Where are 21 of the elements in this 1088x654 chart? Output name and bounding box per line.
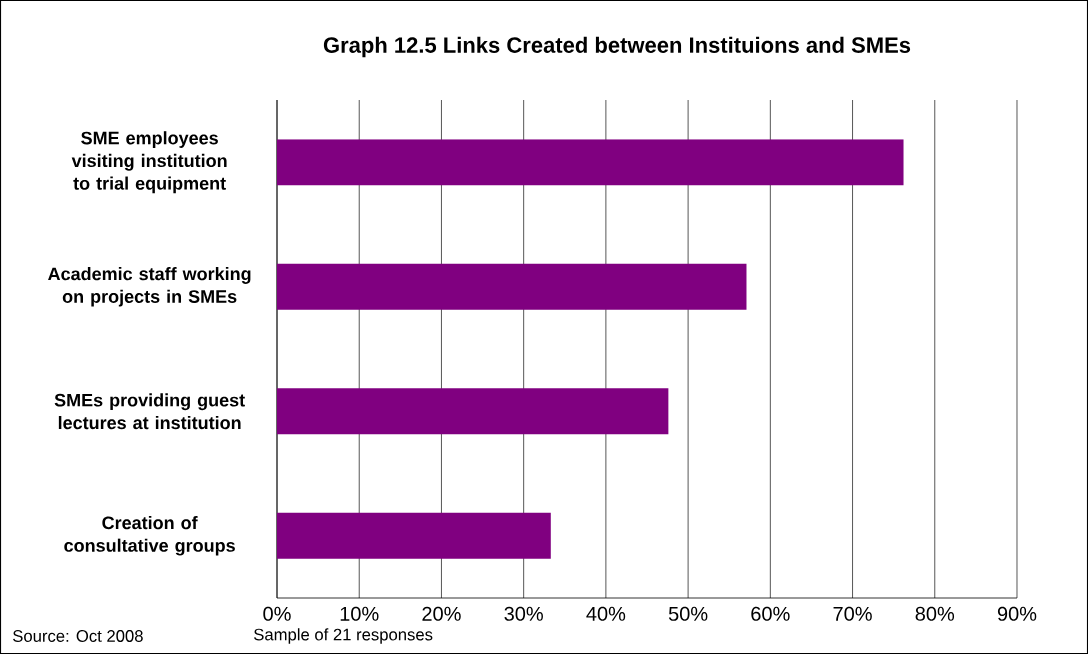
bar bbox=[277, 388, 669, 435]
x-tick-label: 10% bbox=[340, 606, 379, 621]
y-tick-label: SMEs providing guest lectures at institution bbox=[54, 393, 245, 430]
y-tick-label: Creation of consultative groups bbox=[64, 515, 235, 556]
bar bbox=[277, 512, 551, 559]
y-tick-label: Academic staff working on projects in SMEs bbox=[48, 267, 251, 307]
text: Sample of 21 responses bbox=[254, 628, 433, 644]
x-tick-label: 30% bbox=[504, 606, 543, 621]
x-tick-label: 90% bbox=[997, 606, 1037, 621]
chart-title: Graph 12.5 Links Created between Instituions and SMEs bbox=[323, 36, 911, 58]
x-tick-label: 0% bbox=[263, 606, 291, 621]
bar bbox=[277, 139, 904, 186]
x-tick-label: 80% bbox=[915, 606, 955, 621]
y-tick-label: SME employees visiting institution to trial equipment bbox=[71, 131, 227, 194]
x-tick-label: 60% bbox=[751, 606, 790, 621]
x-tick-label: 70% bbox=[833, 606, 872, 621]
source-note: Source: Oct 2008 bbox=[13, 630, 143, 642]
x-tick-label: 50% bbox=[668, 606, 708, 621]
x-tick-label: 20% bbox=[422, 606, 461, 621]
bar bbox=[277, 263, 747, 310]
x-tick-label: 40% bbox=[586, 606, 626, 621]
